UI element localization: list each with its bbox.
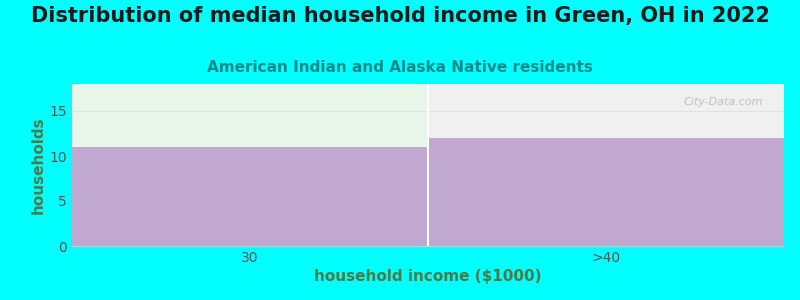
Text: City-Data.com: City-Data.com bbox=[683, 97, 762, 107]
X-axis label: household income ($1000): household income ($1000) bbox=[314, 269, 542, 284]
Text: American Indian and Alaska Native residents: American Indian and Alaska Native reside… bbox=[207, 60, 593, 75]
Y-axis label: households: households bbox=[30, 116, 46, 214]
Text: Distribution of median household income in Green, OH in 2022: Distribution of median household income … bbox=[30, 6, 770, 26]
